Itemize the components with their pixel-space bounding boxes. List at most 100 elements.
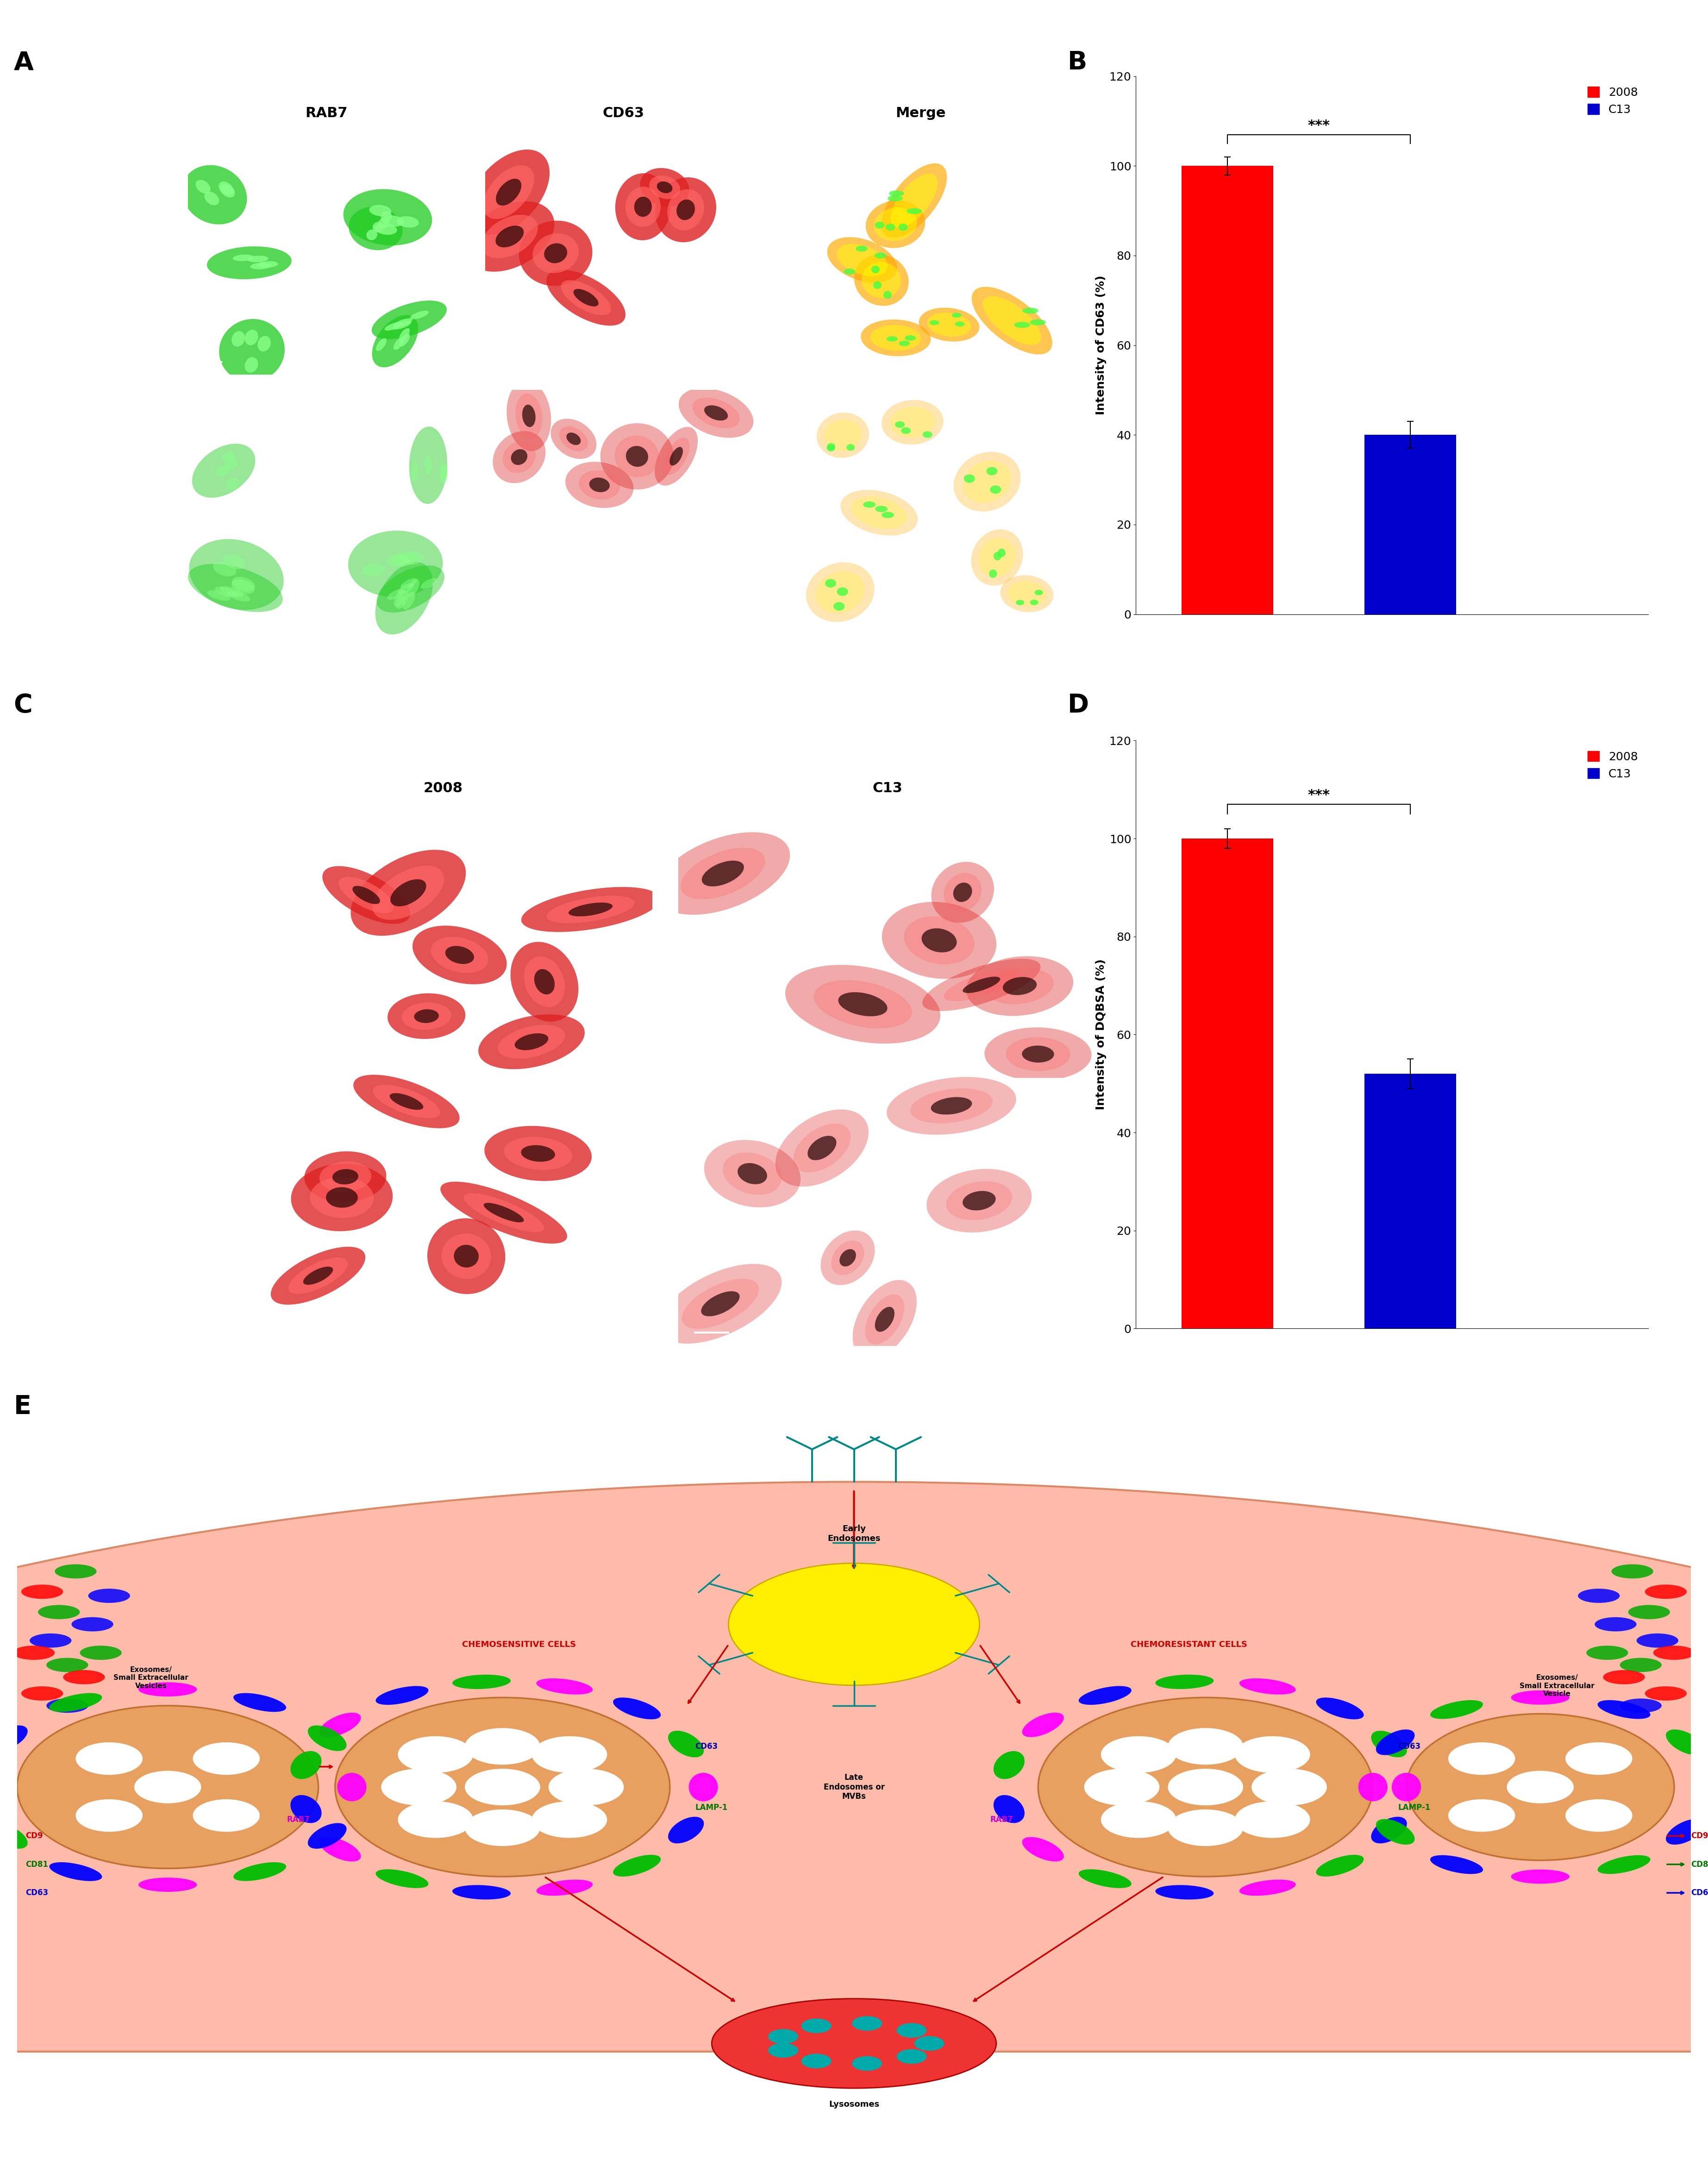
Ellipse shape <box>400 333 410 346</box>
Ellipse shape <box>495 179 521 205</box>
Ellipse shape <box>1003 978 1037 995</box>
Ellipse shape <box>1030 320 1045 325</box>
Ellipse shape <box>393 553 415 566</box>
Ellipse shape <box>972 287 1052 355</box>
Ellipse shape <box>885 224 895 231</box>
Ellipse shape <box>881 902 996 978</box>
Ellipse shape <box>1512 1869 1570 1884</box>
Ellipse shape <box>1587 1647 1628 1660</box>
Ellipse shape <box>0 1481 1708 2178</box>
Ellipse shape <box>188 564 284 612</box>
Ellipse shape <box>1597 1701 1650 1718</box>
Text: CD81: CD81 <box>26 1860 48 1869</box>
Ellipse shape <box>343 189 432 246</box>
Text: ***: *** <box>1308 788 1331 802</box>
Ellipse shape <box>427 1218 506 1294</box>
Ellipse shape <box>827 237 897 283</box>
Circle shape <box>193 1799 260 1832</box>
Ellipse shape <box>963 475 975 484</box>
Ellipse shape <box>1372 1732 1407 1758</box>
Text: CD81: CD81 <box>1691 1860 1708 1869</box>
Ellipse shape <box>886 1076 1016 1135</box>
Ellipse shape <box>389 1093 424 1111</box>
Ellipse shape <box>521 1146 555 1161</box>
Ellipse shape <box>410 427 447 503</box>
Bar <box>1182 839 1272 1329</box>
Text: Merge: Merge <box>895 107 946 120</box>
Ellipse shape <box>922 431 933 438</box>
Ellipse shape <box>1628 1605 1670 1618</box>
Ellipse shape <box>1030 599 1038 605</box>
Ellipse shape <box>483 1202 524 1222</box>
Ellipse shape <box>507 381 552 451</box>
Ellipse shape <box>1645 1686 1688 1701</box>
Ellipse shape <box>400 551 424 564</box>
Ellipse shape <box>982 296 1042 344</box>
Ellipse shape <box>384 322 403 331</box>
Ellipse shape <box>1079 1869 1131 1888</box>
Ellipse shape <box>482 216 538 259</box>
Bar <box>0 2052 1708 2178</box>
Ellipse shape <box>808 1135 837 1161</box>
Ellipse shape <box>138 1877 196 1893</box>
Circle shape <box>75 1799 142 1832</box>
Ellipse shape <box>220 183 236 198</box>
Ellipse shape <box>412 462 418 481</box>
Text: RAB7: RAB7 <box>287 1816 309 1823</box>
Ellipse shape <box>410 311 429 320</box>
Ellipse shape <box>926 1170 1032 1233</box>
Ellipse shape <box>704 1139 801 1207</box>
Ellipse shape <box>883 292 892 298</box>
Text: CD63: CD63 <box>603 107 644 120</box>
Ellipse shape <box>468 150 550 235</box>
Ellipse shape <box>335 1697 670 1877</box>
Ellipse shape <box>658 181 673 194</box>
Ellipse shape <box>393 320 412 329</box>
Ellipse shape <box>465 200 555 272</box>
Ellipse shape <box>613 1697 661 1718</box>
Ellipse shape <box>376 1686 429 1705</box>
Ellipse shape <box>904 917 974 965</box>
Ellipse shape <box>927 314 972 338</box>
Ellipse shape <box>874 1307 895 1331</box>
Text: LAMP-1: LAMP-1 <box>695 1803 728 1812</box>
Ellipse shape <box>326 1187 357 1209</box>
Ellipse shape <box>550 418 596 460</box>
Ellipse shape <box>536 1880 593 1895</box>
Ellipse shape <box>1392 1773 1421 1801</box>
Ellipse shape <box>514 1032 548 1050</box>
Y-axis label: Intensity of DQBSA (%): Intensity of DQBSA (%) <box>1095 958 1107 1111</box>
Ellipse shape <box>290 1751 321 1779</box>
Ellipse shape <box>863 261 902 298</box>
Circle shape <box>135 1771 202 1803</box>
Ellipse shape <box>50 1862 102 1882</box>
Circle shape <box>548 1769 623 1806</box>
Ellipse shape <box>851 497 907 529</box>
Text: LysoTracker
DND-99: LysoTracker DND-99 <box>102 930 176 954</box>
Ellipse shape <box>1008 582 1047 608</box>
Ellipse shape <box>511 449 528 464</box>
Ellipse shape <box>372 316 418 368</box>
Ellipse shape <box>214 562 236 577</box>
Ellipse shape <box>494 431 545 484</box>
Ellipse shape <box>307 1725 347 1751</box>
Ellipse shape <box>866 1294 904 1344</box>
Ellipse shape <box>220 586 243 597</box>
Ellipse shape <box>441 1233 492 1278</box>
Text: Late
Endosomes or
MVBs: Late Endosomes or MVBs <box>823 1773 885 1801</box>
Y-axis label: Intensity of CD63 (%): Intensity of CD63 (%) <box>1095 274 1107 416</box>
Ellipse shape <box>793 1124 851 1172</box>
Ellipse shape <box>874 222 885 229</box>
Ellipse shape <box>1512 1690 1570 1705</box>
Ellipse shape <box>1358 1773 1387 1801</box>
Ellipse shape <box>1021 1712 1064 1738</box>
Circle shape <box>1168 1769 1243 1806</box>
Ellipse shape <box>1430 1856 1483 1873</box>
Ellipse shape <box>1021 1836 1064 1862</box>
Ellipse shape <box>840 1250 856 1265</box>
Ellipse shape <box>362 564 386 577</box>
Ellipse shape <box>994 1795 1025 1823</box>
Ellipse shape <box>722 1152 782 1196</box>
Text: Exosomes/
Small Extracellular
Vesicle: Exosomes/ Small Extracellular Vesicle <box>1520 1675 1595 1697</box>
Ellipse shape <box>991 486 1001 494</box>
